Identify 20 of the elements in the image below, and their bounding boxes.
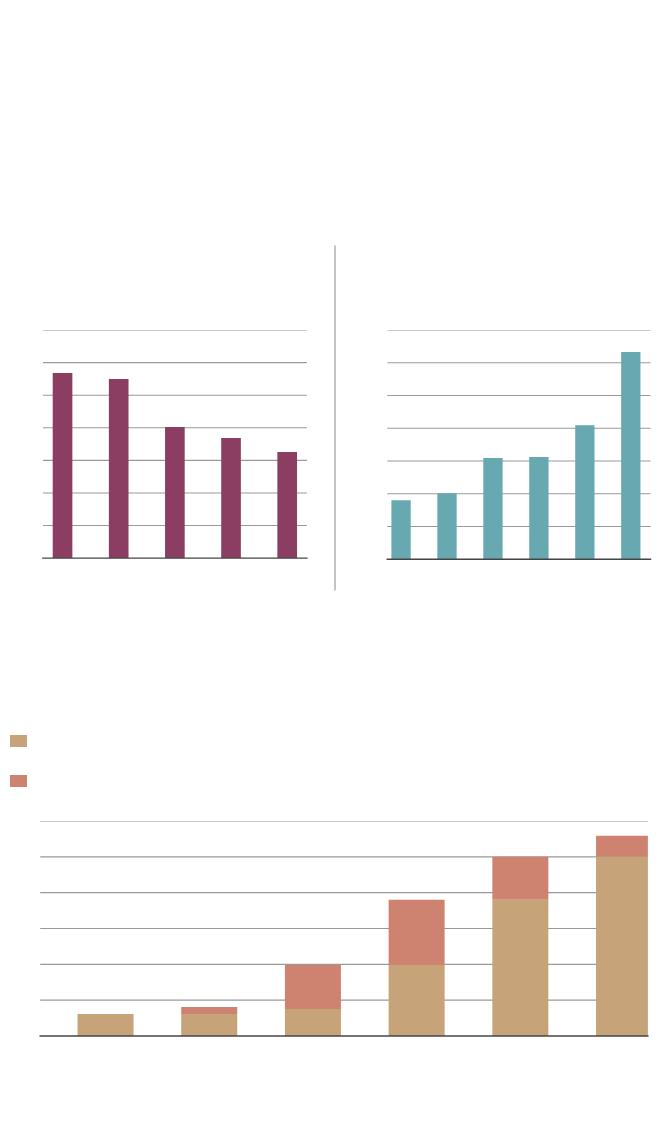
bar bbox=[52, 372, 73, 559]
bar bbox=[181, 1006, 238, 1014]
bar bbox=[492, 856, 549, 900]
bar bbox=[277, 452, 298, 559]
bar bbox=[492, 899, 549, 1036]
bar bbox=[108, 378, 129, 559]
bar bbox=[529, 457, 549, 560]
bar bbox=[391, 500, 411, 560]
bar bbox=[575, 425, 595, 560]
bar bbox=[388, 899, 445, 965]
bar bbox=[221, 437, 241, 559]
bar bbox=[181, 1013, 238, 1036]
bar bbox=[388, 964, 445, 1036]
bar bbox=[621, 352, 641, 560]
bar bbox=[77, 1013, 134, 1036]
bar bbox=[483, 458, 503, 560]
bar bbox=[165, 427, 185, 559]
bar bbox=[437, 493, 457, 560]
bar bbox=[284, 1008, 341, 1036]
bar bbox=[284, 964, 341, 1009]
